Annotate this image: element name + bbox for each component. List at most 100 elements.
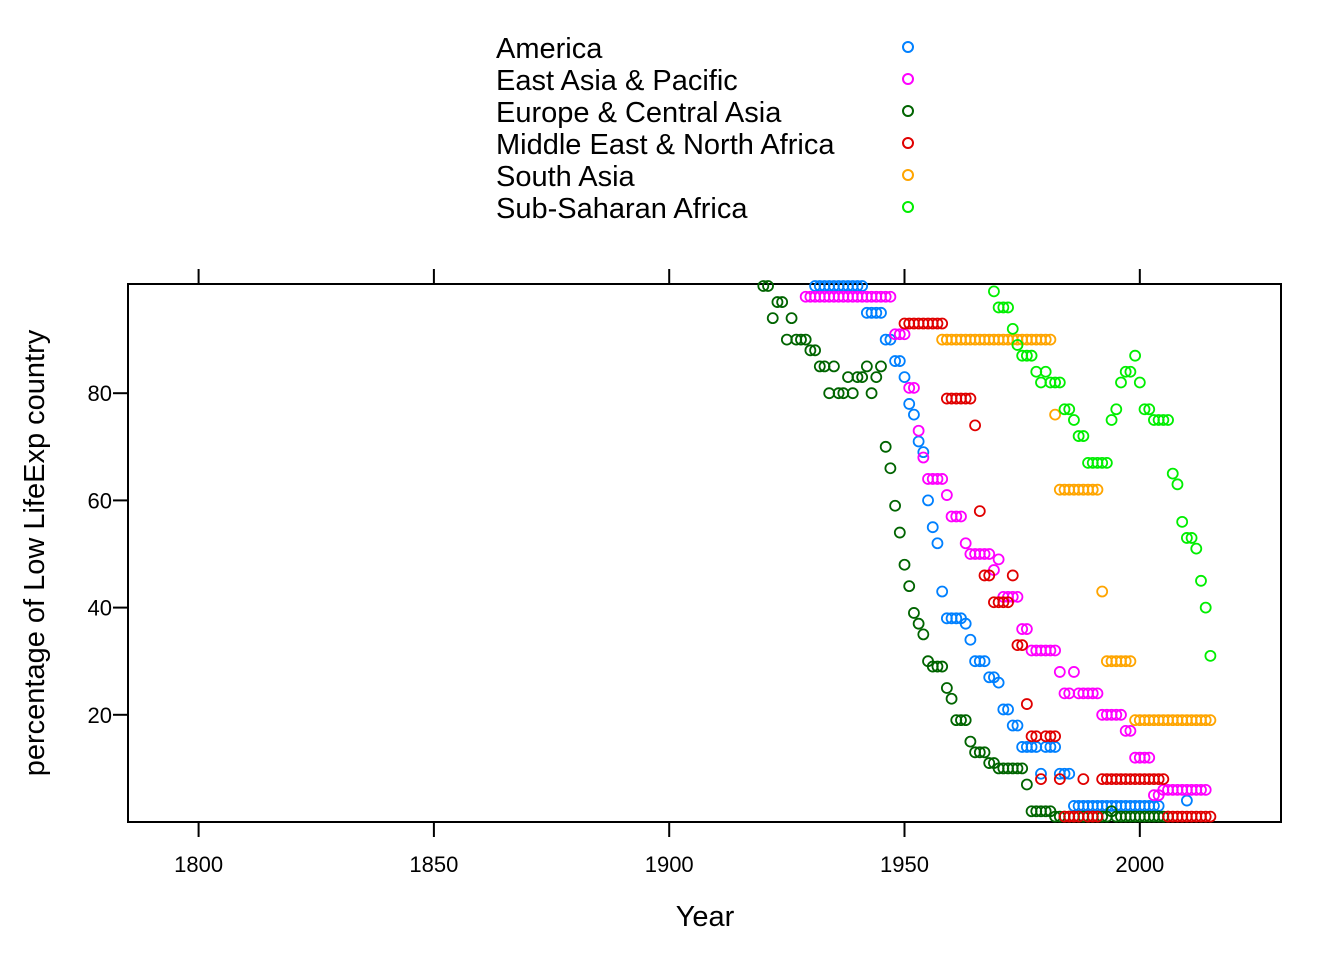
data-point (1166, 467, 1179, 480)
x-axis-title: Year (676, 901, 735, 933)
data-point (955, 714, 967, 727)
data-point (851, 371, 864, 384)
y-tick-label: 80 (88, 381, 112, 406)
data-point (1035, 767, 1047, 780)
data-point (1077, 430, 1090, 442)
y-tick-label: 40 (88, 596, 112, 621)
data-point (1044, 644, 1057, 657)
data-point (1124, 655, 1137, 668)
data-point (1086, 687, 1099, 700)
x-tick-label: 1900 (645, 852, 694, 877)
data-point (875, 306, 887, 319)
data-point (1006, 322, 1019, 335)
data-point (1025, 730, 1038, 743)
data-point (908, 607, 920, 619)
data-point (997, 703, 1010, 716)
data-point (1204, 714, 1217, 727)
data-point (889, 499, 901, 512)
data-point (1100, 456, 1113, 469)
legend-label: Europe & Central Asia (496, 97, 782, 129)
data-point (1115, 708, 1127, 721)
data-point (870, 371, 883, 384)
data-point (950, 510, 963, 523)
data-point (1199, 601, 1212, 614)
data-point (1119, 724, 1132, 737)
data-point (898, 371, 911, 384)
data-point (1199, 810, 1212, 823)
data-point (1185, 532, 1198, 544)
data-point (922, 494, 934, 507)
data-point (1063, 403, 1076, 416)
data-point (1171, 478, 1184, 491)
data-point (879, 440, 892, 453)
data-point (884, 462, 897, 475)
data-point (978, 548, 991, 560)
data-point (884, 290, 897, 303)
data-point (1091, 810, 1104, 823)
data-point (1086, 483, 1099, 496)
data-point (1016, 639, 1029, 652)
data-point (766, 312, 779, 325)
data-point (809, 344, 821, 357)
data-point (856, 371, 869, 384)
data-point (898, 558, 911, 571)
data-point (1006, 719, 1019, 732)
legend-marker (902, 41, 914, 53)
data-point (893, 355, 906, 367)
data-point (1115, 376, 1127, 389)
data-point (903, 580, 916, 593)
data-point (992, 553, 1005, 566)
data-point (1138, 751, 1151, 764)
data-point (828, 360, 840, 373)
x-tick-label: 1800 (174, 852, 223, 877)
data-point (1049, 644, 1062, 657)
data-point (1152, 773, 1165, 786)
data-point (964, 392, 977, 405)
data-point (1053, 376, 1066, 389)
data-point (912, 424, 925, 437)
data-point (1002, 703, 1014, 716)
data-point (785, 312, 798, 325)
data-point (945, 692, 958, 705)
data-point (959, 537, 972, 550)
data-point (973, 505, 986, 518)
data-point (893, 328, 906, 341)
data-point (988, 285, 1000, 298)
data-point (1143, 751, 1156, 764)
data-point (1039, 805, 1052, 818)
legend-marker (902, 73, 914, 85)
data-point (1011, 762, 1024, 775)
legend-label: South Asia (496, 161, 636, 193)
data-point (776, 296, 789, 308)
data-point (964, 735, 977, 748)
data-point (931, 537, 944, 550)
data-point (1016, 623, 1029, 635)
data-point (1195, 783, 1207, 796)
data-point (983, 757, 996, 769)
data-point (997, 596, 1010, 609)
data-point (846, 387, 859, 400)
data-point (762, 280, 774, 292)
data-point (1011, 639, 1024, 652)
data-point (1180, 794, 1193, 807)
data-point (1143, 403, 1156, 416)
data-point (860, 360, 873, 373)
legend-marker (902, 105, 914, 117)
data-point (1119, 655, 1132, 668)
data-point (1039, 365, 1052, 378)
data-point (1180, 532, 1193, 544)
data-point (903, 381, 916, 394)
data-point (969, 419, 982, 432)
data-point (1138, 403, 1151, 416)
data-point (1035, 376, 1047, 389)
data-point (1195, 574, 1207, 587)
data-point (964, 633, 977, 646)
data-point (1091, 483, 1104, 496)
data-point (795, 333, 807, 346)
data-point (1002, 596, 1014, 609)
data-point (780, 333, 793, 346)
data-point (959, 617, 972, 630)
data-point (842, 371, 854, 384)
data-point (1020, 778, 1033, 791)
